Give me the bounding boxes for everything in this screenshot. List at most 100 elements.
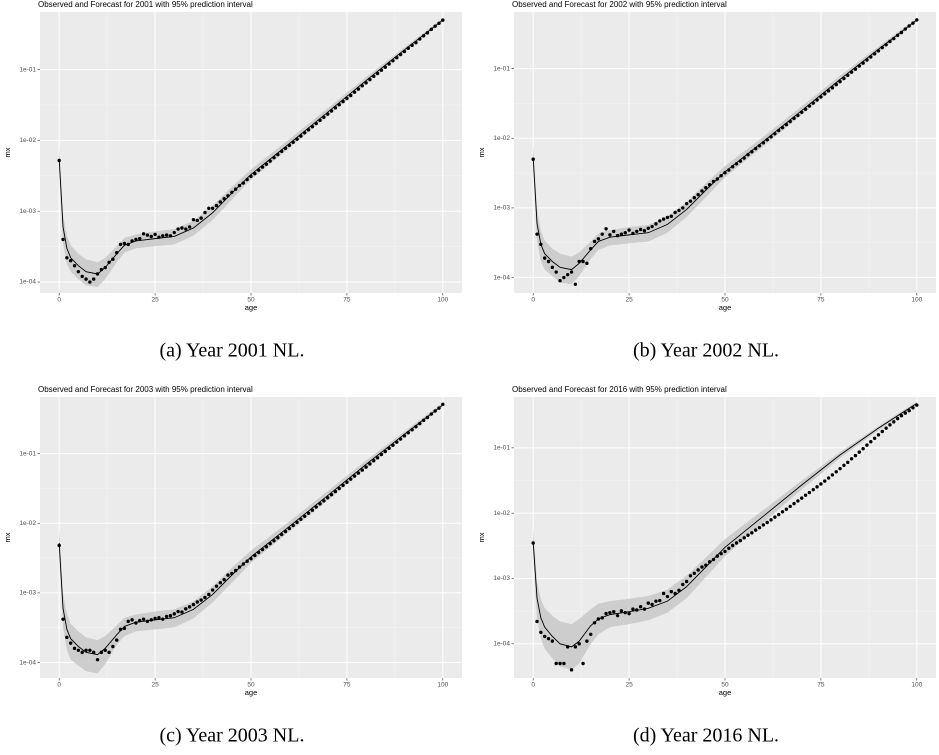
- observed-point: [88, 280, 92, 284]
- observed-point: [692, 196, 697, 200]
- observed-point: [899, 30, 904, 35]
- observed-point: [715, 554, 720, 558]
- observed-point: [780, 125, 785, 130]
- observed-point: [402, 49, 407, 54]
- observed-point: [619, 609, 624, 613]
- observed-point: [57, 543, 61, 548]
- observed-point: [218, 581, 223, 585]
- observed-point: [383, 65, 387, 69]
- observed-point: [402, 434, 407, 438]
- observed-point: [596, 617, 601, 621]
- observed-point: [838, 79, 842, 84]
- observed-point: [99, 650, 104, 655]
- observed-point: [723, 549, 727, 554]
- observed-point: [264, 545, 269, 549]
- y-tick-label: 1e-02: [19, 137, 36, 144]
- observed-point: [230, 190, 234, 194]
- observed-point: [168, 234, 173, 238]
- observed-point: [573, 645, 578, 649]
- observed-point: [650, 224, 654, 229]
- observed-point: [368, 462, 372, 466]
- observed-point: [418, 37, 422, 41]
- observed-point: [888, 39, 892, 44]
- observed-point: [673, 210, 677, 215]
- chart-panel: Observed and Forecast for 2003 with 95% …: [3, 385, 462, 747]
- observed-point: [164, 614, 169, 619]
- observed-point: [126, 242, 130, 247]
- observed-point: [333, 106, 338, 110]
- observed-point: [256, 168, 261, 172]
- observed-point: [180, 226, 184, 230]
- observed-point: [842, 76, 846, 81]
- observed-point: [210, 588, 215, 592]
- observed-point: [441, 18, 445, 22]
- observed-point: [195, 600, 199, 604]
- observed-point: [203, 595, 207, 600]
- observed-point: [773, 515, 777, 519]
- observed-point: [542, 634, 547, 639]
- observed-point: [414, 40, 418, 45]
- observed-point: [287, 143, 292, 148]
- observed-point: [796, 499, 800, 503]
- x-tick-label: 0: [531, 682, 535, 689]
- observed-point: [103, 648, 107, 652]
- x-axis-label: age: [245, 303, 258, 312]
- observed-point: [172, 230, 176, 235]
- observed-point: [608, 610, 612, 615]
- observed-point: [738, 159, 743, 163]
- forecast-line: [58, 404, 444, 656]
- forecast-line: [58, 19, 444, 275]
- x-tick-label: 25: [151, 297, 159, 304]
- observed-point: [391, 443, 395, 447]
- observed-point: [711, 179, 716, 184]
- observed-point: [819, 482, 823, 486]
- observed-point: [692, 571, 697, 576]
- observed-point: [684, 201, 689, 206]
- observed-point: [88, 648, 92, 652]
- observed-point: [684, 579, 689, 584]
- observed-point: [573, 282, 578, 286]
- observed-point: [207, 592, 211, 597]
- observed-point: [283, 529, 288, 534]
- observed-point: [164, 233, 169, 237]
- observed-point: [383, 449, 387, 454]
- observed-point: [306, 128, 311, 132]
- observed-point: [581, 259, 585, 264]
- observed-point: [391, 59, 395, 63]
- observed-point: [76, 269, 81, 274]
- observed-point: [322, 499, 326, 503]
- observed-point: [907, 409, 911, 413]
- observed-point: [230, 571, 234, 576]
- observed-point: [542, 256, 547, 260]
- observed-point: [107, 260, 111, 264]
- y-tick-label: 1e-04: [493, 641, 510, 648]
- observed-point: [623, 231, 627, 235]
- observed-point: [673, 591, 677, 596]
- observed-point: [838, 466, 842, 471]
- observed-point: [777, 128, 781, 133]
- chart-title: Observed and Forecast for 2003 with 95% …: [38, 385, 253, 394]
- observed-point: [830, 473, 835, 477]
- observed-point: [727, 546, 731, 550]
- observed-point: [145, 619, 150, 624]
- observed-point: [187, 225, 192, 229]
- observed-point: [138, 618, 142, 623]
- y-tick-label: 1e-01: [19, 450, 36, 457]
- observed-point: [608, 233, 612, 237]
- observed-point: [842, 463, 846, 468]
- observed-point: [429, 412, 434, 416]
- observed-point: [539, 242, 543, 247]
- observed-point: [314, 121, 318, 126]
- observed-point: [784, 507, 789, 511]
- observed-point: [888, 423, 892, 427]
- x-axis-label: age: [245, 688, 258, 697]
- observed-point: [329, 493, 334, 497]
- observed-point: [823, 479, 827, 483]
- observed-point: [892, 420, 896, 424]
- observed-point: [406, 431, 410, 435]
- y-tick-label: 1e-03: [493, 205, 510, 212]
- observed-point: [719, 174, 723, 178]
- observed-point: [57, 158, 61, 163]
- observed-point: [769, 518, 773, 522]
- observed-point: [604, 227, 608, 231]
